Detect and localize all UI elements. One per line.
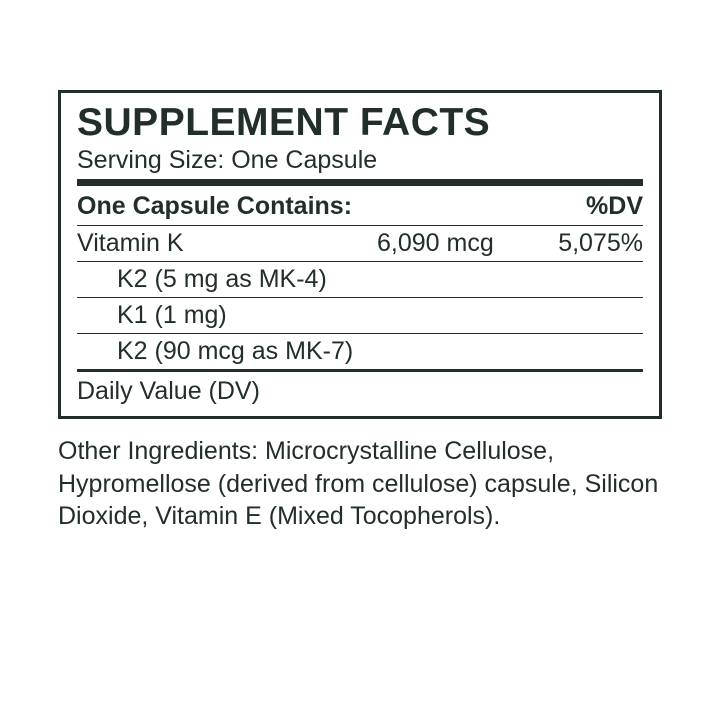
facts-panel: SUPPLEMENT FACTS Serving Size: One Capsu…: [58, 90, 662, 419]
nutrient-subrow: K2 (5 mg as MK-4): [77, 262, 643, 297]
nutrient-subrow: K1 (1 mg): [77, 298, 643, 333]
header-dv: %DV: [586, 192, 643, 221]
nutrient-name: Vitamin K: [77, 229, 377, 258]
nutrient-row: Vitamin K 6,090 mcg 5,075%: [77, 226, 643, 261]
column-header-row: One Capsule Contains: %DV: [77, 186, 643, 225]
nutrient-dv: 5,075%: [527, 229, 643, 258]
nutrient-amount: 6,090 mcg: [377, 229, 527, 258]
serving-size: Serving Size: One Capsule: [77, 146, 643, 175]
panel-title: SUPPLEMENT FACTS: [77, 103, 643, 142]
header-contains: One Capsule Contains:: [77, 192, 352, 221]
other-ingredients: Other Ingredients: Microcrystalline Cell…: [58, 435, 662, 533]
dv-footer: Daily Value (DV): [77, 372, 643, 408]
nutrient-subrow: K2 (90 mcg as MK-7): [77, 334, 643, 369]
divider-thick: [77, 179, 643, 186]
supplement-facts-document: SUPPLEMENT FACTS Serving Size: One Capsu…: [0, 0, 720, 720]
